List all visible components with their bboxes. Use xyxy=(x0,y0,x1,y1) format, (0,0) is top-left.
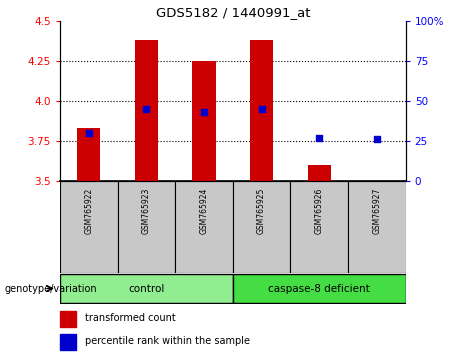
Point xyxy=(258,106,266,112)
Bar xyxy=(77,128,100,181)
Bar xyxy=(60,334,76,350)
FancyBboxPatch shape xyxy=(348,181,406,273)
Text: GSM765925: GSM765925 xyxy=(257,188,266,234)
Text: GSM765926: GSM765926 xyxy=(315,188,324,234)
Point xyxy=(142,106,150,112)
Title: GDS5182 / 1440991_at: GDS5182 / 1440991_at xyxy=(155,6,310,19)
Text: GSM765922: GSM765922 xyxy=(84,188,93,234)
Text: transformed count: transformed count xyxy=(85,313,176,323)
Bar xyxy=(193,61,216,181)
Bar xyxy=(308,165,331,181)
FancyBboxPatch shape xyxy=(233,181,290,273)
Text: percentile rank within the sample: percentile rank within the sample xyxy=(85,336,250,346)
FancyBboxPatch shape xyxy=(175,181,233,273)
Text: GSM765924: GSM765924 xyxy=(200,188,208,234)
Bar xyxy=(250,40,273,181)
FancyBboxPatch shape xyxy=(233,274,406,303)
Text: GSM765923: GSM765923 xyxy=(142,188,151,234)
Point xyxy=(315,135,323,140)
Text: genotype/variation: genotype/variation xyxy=(5,284,97,293)
Bar xyxy=(135,40,158,181)
Text: caspase-8 deficient: caspase-8 deficient xyxy=(268,284,370,293)
FancyBboxPatch shape xyxy=(60,181,118,273)
Point xyxy=(200,109,207,115)
Point xyxy=(373,136,381,142)
FancyBboxPatch shape xyxy=(60,274,233,303)
FancyBboxPatch shape xyxy=(290,181,348,273)
Point xyxy=(85,130,92,136)
Text: control: control xyxy=(128,284,165,293)
Text: GSM765927: GSM765927 xyxy=(372,188,381,234)
Bar xyxy=(60,311,76,327)
FancyBboxPatch shape xyxy=(118,181,175,273)
